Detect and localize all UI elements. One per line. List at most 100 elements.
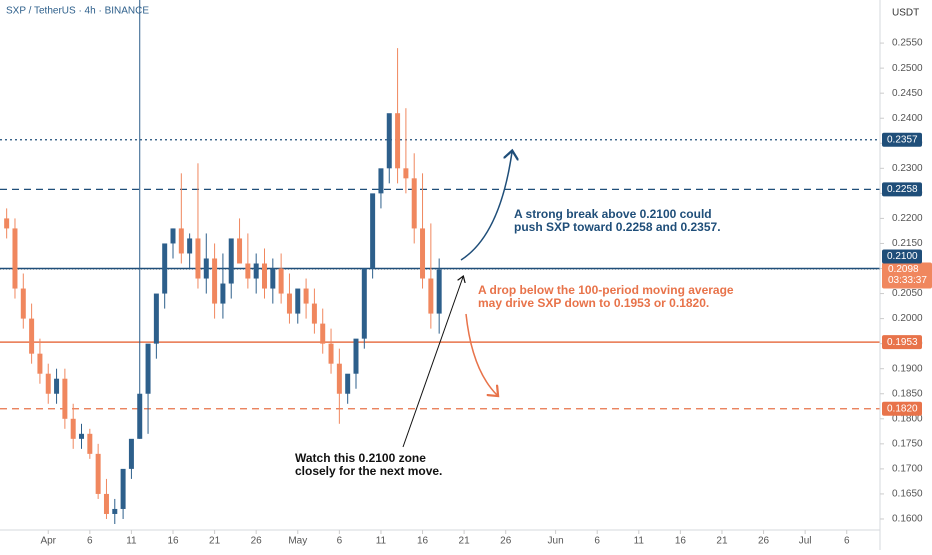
level-tag: [882, 132, 922, 147]
levels: [0, 139, 880, 410]
y-tick-label: 0.1900: [892, 363, 923, 374]
x-tick-label: 21: [209, 536, 221, 547]
countdown-label: 03:33:37: [888, 275, 927, 286]
candle-body: [286, 293, 292, 314]
candle-body: [153, 293, 159, 344]
y-tick-label: 0.2400: [892, 113, 923, 124]
candle-body: [411, 178, 417, 229]
x-tick-label: 21: [716, 536, 728, 547]
current-price-tag: [882, 262, 932, 289]
candle-body: [295, 288, 301, 314]
arrow-pointer: [402, 277, 463, 448]
x-tick-label: 11: [634, 536, 645, 547]
x-tick-label: 26: [500, 536, 512, 547]
level-tag-label: 0.1953: [887, 337, 918, 348]
candle-body: [403, 168, 409, 179]
x-tick-label: May: [288, 536, 307, 547]
candle-body: [311, 303, 317, 324]
candle-body: [103, 493, 109, 514]
candles: [4, 0, 442, 524]
candle-body: [270, 268, 276, 289]
candle-body: [87, 433, 93, 454]
candle-body: [62, 378, 68, 419]
candle-body: [128, 438, 134, 469]
candle-body: [253, 263, 259, 279]
candle-body: [386, 113, 392, 169]
candle-body: [195, 238, 201, 279]
level-tag: [882, 401, 922, 416]
y-tick-label: 0.1600: [892, 514, 923, 525]
candle-body: [187, 238, 193, 254]
candle-body: [54, 378, 60, 394]
candle-body: [45, 373, 51, 394]
candle-body: [137, 393, 143, 439]
y-tick-label: 0.1700: [892, 464, 923, 475]
x-tick-label: 26: [758, 536, 770, 547]
candle-body: [79, 433, 85, 439]
candle-body: [112, 508, 118, 514]
level-tag: [882, 249, 922, 264]
candle-body: [20, 288, 26, 319]
annotation-text: may drive SXP down to 0.1953 or 0.1820.: [478, 296, 709, 310]
unit-label: USDT: [892, 8, 919, 19]
candle-body: [4, 218, 10, 229]
candle-body: [212, 258, 218, 304]
x-tick-label: 16: [417, 536, 429, 547]
candle-body: [12, 228, 18, 289]
y-tick-label: 0.2150: [892, 238, 923, 249]
y-tick-label: 0.1650: [892, 489, 923, 500]
x-tick-label: 11: [376, 536, 387, 547]
candle-body: [120, 468, 126, 509]
level-tag-label: 0.1820: [887, 403, 918, 414]
y-tick-label: 0.1850: [892, 388, 923, 399]
level-tag: [882, 335, 922, 350]
candle-body: [320, 323, 326, 344]
axis: 0.1600 0.1650 0.1700 0.1750 0.1800 0.1850 0.19…: [40, 38, 932, 547]
y-tick-label: 0.2300: [892, 163, 923, 174]
x-tick-label: 11: [126, 536, 137, 547]
candle-body: [29, 318, 35, 354]
candle-body: [203, 258, 209, 279]
candle-body: [220, 283, 226, 304]
candle-body: [145, 343, 151, 394]
candle-body: [436, 269, 442, 314]
x-tick-label: 16: [675, 536, 687, 547]
annotation-text: A drop below the 100-period moving avera…: [478, 283, 734, 297]
candle-body: [228, 238, 234, 284]
candle-body: [262, 263, 267, 289]
candle-body: [361, 268, 367, 339]
x-tick-label: 26: [251, 536, 263, 547]
x-tick-label: Apr: [40, 536, 56, 547]
y-tick-label: 0.2450: [892, 88, 923, 99]
y-tick-label: 0.2500: [892, 63, 923, 74]
candle-body: [37, 353, 43, 374]
candle-body: [336, 363, 342, 394]
x-tick-label: 6: [594, 536, 600, 547]
symbol-title: SXP / TetherUS · 4h · BINANCE: [6, 6, 149, 17]
annotation-text: closely for the next move.: [295, 464, 442, 478]
x-tick-label: Jun: [548, 536, 564, 547]
level-tag-label: 0.2100: [887, 251, 918, 262]
candle-body: [237, 238, 243, 264]
candle-body: [345, 373, 351, 394]
candle-body: [328, 343, 334, 364]
y-tick-label: 0.1750: [892, 438, 923, 449]
annotation-text: push SXP toward 0.2258 and 0.2357.: [514, 220, 721, 234]
annotation-text: A strong break above 0.2100 could: [514, 207, 712, 221]
y-tick-label: 0.2000: [892, 313, 923, 324]
arrow-down: [465, 313, 497, 395]
candle-body: [353, 338, 359, 374]
candle-body: [178, 228, 184, 254]
candle-body: [95, 453, 101, 494]
candle-body: [245, 263, 251, 279]
candle-body: [278, 268, 284, 294]
annotation-text: Watch this 0.2100 zone: [295, 451, 426, 465]
current-price-label: 0.2098: [888, 264, 919, 275]
arrow-up: [460, 152, 512, 261]
candle-body: [395, 113, 401, 169]
x-tick-label: 6: [87, 536, 93, 547]
candle-body: [428, 278, 434, 314]
